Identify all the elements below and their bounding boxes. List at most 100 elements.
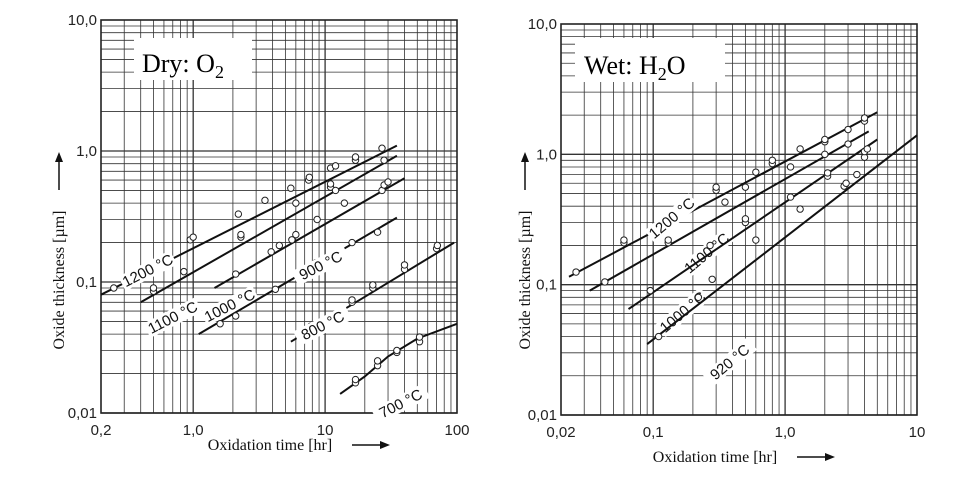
series-label: 1200 °C <box>120 251 176 291</box>
title-subscript: 2 <box>215 62 224 82</box>
plot-frame <box>560 23 918 416</box>
data-point <box>415 333 424 341</box>
plot-frame <box>100 19 458 414</box>
series-line <box>627 138 878 310</box>
series-label-background <box>200 285 260 326</box>
data-point <box>180 267 188 276</box>
y-axis-arrowhead <box>55 152 63 162</box>
data-point <box>821 150 829 159</box>
series-800c: 800 °C <box>290 241 455 346</box>
title-main: Dry: O <box>142 49 215 78</box>
series-line <box>589 130 870 292</box>
series-1000c: 1000 °C <box>200 177 406 326</box>
y-tick-label: 0,01 <box>68 405 97 422</box>
data-point <box>844 125 852 134</box>
x-axis-label: Oxidation time [hr] <box>208 437 332 454</box>
data-point <box>741 215 750 223</box>
x-tick-label: 10 <box>317 422 334 439</box>
y-tick-label: 1,0 <box>76 143 97 160</box>
x-tick-label: 0,1 <box>643 424 664 441</box>
series-label-background <box>371 383 431 424</box>
data-point <box>305 173 314 181</box>
data-point <box>110 284 118 292</box>
data-point <box>752 168 760 176</box>
series-line <box>568 111 878 278</box>
data-point <box>842 179 850 187</box>
series-label-background <box>644 193 700 243</box>
series-label-background <box>291 245 351 286</box>
data-point <box>189 233 197 241</box>
title-background <box>575 38 725 82</box>
chart-title: Wet: H2O <box>584 51 686 84</box>
data-point <box>786 193 795 201</box>
series-900c: 900 °C <box>198 216 398 335</box>
x-axis-label: Oxidation time [hr] <box>653 449 777 466</box>
data-point <box>369 281 377 289</box>
series-label: 1100 °C <box>681 230 733 277</box>
x-tick-label: 0,02 <box>546 424 575 441</box>
title-main: Wet: H <box>584 51 658 80</box>
series-label: 700 °C <box>377 386 426 422</box>
title-subscript: 2 <box>658 64 667 84</box>
data-point <box>340 199 349 207</box>
x-axis-arrowhead <box>825 453 835 461</box>
series-line <box>140 154 398 304</box>
data-point <box>373 357 382 365</box>
x-tick-label: 1,0 <box>183 422 204 439</box>
series-label: 900 °C <box>297 248 346 284</box>
data-point <box>331 186 340 195</box>
series-label: 800 °C <box>299 308 348 344</box>
data-point <box>712 183 720 191</box>
data-point <box>231 312 240 320</box>
data-point <box>380 156 388 164</box>
y-tick-label: 0,1 <box>76 274 97 291</box>
data-point <box>853 170 861 179</box>
data-point <box>694 293 703 301</box>
data-point <box>721 198 729 206</box>
data-point <box>348 296 356 304</box>
data-point <box>313 215 321 224</box>
series-label-background <box>293 305 353 346</box>
data-point <box>275 241 284 250</box>
title-background <box>134 38 252 80</box>
data-point <box>752 236 760 244</box>
data-point <box>654 332 663 341</box>
data-point <box>844 140 852 148</box>
data-point <box>237 230 245 239</box>
grid <box>100 20 457 414</box>
data-point <box>348 238 356 247</box>
y-tick-label: 10,0 <box>68 12 97 29</box>
data-point <box>400 261 409 269</box>
data-point <box>384 178 392 186</box>
x-axis-arrowhead <box>380 441 390 449</box>
data-point <box>149 284 158 292</box>
x-tick-label: 100 <box>444 422 469 439</box>
data-point <box>572 268 580 276</box>
series-line <box>213 177 406 289</box>
y-axis-label: Oxide thickness [µm] <box>517 211 534 350</box>
x-tick-label: 0,2 <box>91 422 112 439</box>
data-point <box>351 375 360 384</box>
series-1200c: 1200 °C <box>568 111 878 278</box>
x-tick-label: 10 <box>909 424 926 441</box>
series-label: 1000 °C <box>202 286 258 326</box>
y-tick-label: 10,0 <box>528 16 557 33</box>
data-point <box>796 145 804 153</box>
data-point <box>821 135 829 144</box>
data-point <box>706 241 714 250</box>
series-label: 920 °C <box>707 341 753 384</box>
data-point <box>234 210 243 218</box>
data-point <box>646 286 654 295</box>
y-tick-label: 0,1 <box>536 277 557 294</box>
title-tail: O <box>667 51 686 80</box>
data-point <box>271 285 280 293</box>
series-label-background <box>702 337 758 387</box>
y-axis-label: Oxide thickness [µm] <box>51 211 68 350</box>
chart-title: Dry: O2 <box>142 49 224 82</box>
data-point <box>823 169 832 177</box>
y-tick-label: 0,01 <box>528 407 557 424</box>
data-point <box>863 145 872 153</box>
data-point <box>351 153 360 161</box>
data-point <box>287 184 295 192</box>
data-point <box>786 163 795 171</box>
